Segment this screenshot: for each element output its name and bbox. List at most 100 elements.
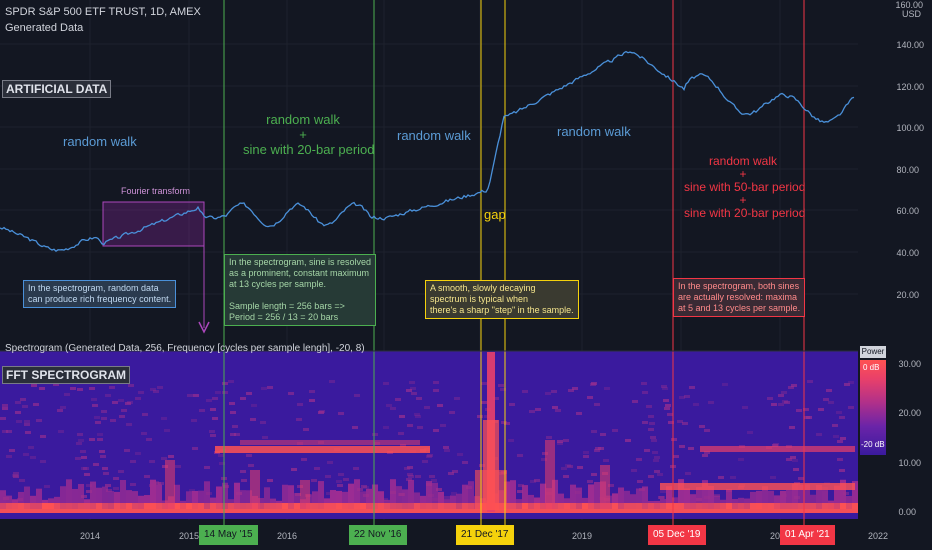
spectrogram-band — [81, 467, 87, 470]
spectrogram-band — [444, 496, 450, 499]
spectrogram-band — [744, 503, 750, 509]
spectrogram-band — [663, 399, 669, 402]
spectrogram-band — [187, 394, 193, 397]
spectrogram-band — [215, 391, 221, 394]
spectrogram-band — [588, 503, 594, 509]
spectrogram-band — [75, 457, 81, 460]
spectrogram-band — [432, 503, 438, 509]
spectrogram-band — [325, 475, 331, 478]
price-axis-top-label: 160.00 — [895, 0, 923, 10]
spectrogram-band — [343, 478, 349, 481]
spectrogram-band — [443, 446, 449, 449]
spectrogram-band — [594, 481, 600, 509]
spectrogram-band — [457, 453, 463, 456]
spectro-tick: 20.00 — [898, 408, 921, 418]
spectrogram-band — [17, 498, 23, 501]
spectrogram-band — [30, 456, 36, 459]
spectrogram-band — [778, 403, 784, 406]
spectrogram-band — [642, 503, 648, 509]
spectrogram-band — [261, 387, 267, 390]
spectrogram-band — [534, 503, 540, 509]
spectrogram-band — [650, 436, 656, 439]
spectrogram-band — [738, 458, 744, 461]
spectrogram-band — [240, 440, 420, 445]
spectrogram-band — [40, 435, 46, 438]
spectrogram-band — [58, 430, 64, 433]
spectrogram-band — [390, 479, 396, 509]
spectrogram-band — [206, 399, 212, 402]
spectrogram-band — [551, 390, 557, 393]
spectrogram-band — [150, 503, 156, 509]
spectrogram-band — [102, 486, 108, 509]
spectrogram-band — [212, 397, 218, 400]
spectrogram-band — [558, 503, 564, 509]
spectrogram-band — [130, 483, 136, 486]
spectrogram-band — [192, 490, 198, 509]
spectrogram-band — [241, 479, 247, 482]
spectrogram-band — [475, 470, 507, 510]
spectrogram-band — [426, 483, 432, 486]
spectrogram-band — [840, 437, 846, 440]
spectrogram-band — [39, 387, 45, 390]
artificial-data-label: ARTIFICIAL DATA — [2, 80, 112, 98]
spectrogram-band — [684, 395, 690, 398]
spectrogram-band — [288, 392, 294, 395]
spectrogram-band — [354, 479, 360, 509]
spectrogram-band — [433, 381, 439, 384]
spectrogram-band — [250, 418, 256, 421]
spectrogram-band — [648, 428, 654, 431]
spectrogram-band — [798, 484, 804, 509]
spectrogram-band — [149, 484, 155, 487]
price-tick: 140.00 — [896, 40, 924, 50]
spectrogram-band — [493, 397, 499, 400]
spectrogram-band — [651, 439, 657, 442]
spectrogram-band — [77, 388, 83, 391]
spectrogram-band — [462, 461, 468, 464]
spectrogram-band — [106, 489, 112, 492]
spectrogram-band — [204, 466, 210, 469]
spectrogram-band — [96, 487, 102, 509]
spectrogram-band — [422, 460, 428, 463]
spectrogram-band — [126, 490, 132, 509]
spectrogram-band — [352, 426, 358, 429]
spectrogram-band — [558, 493, 564, 509]
spectrogram-band — [591, 473, 597, 476]
spectrogram-band — [516, 503, 522, 509]
spectrogram-band — [168, 455, 174, 458]
spectrogram-band — [436, 488, 442, 491]
spectrogram-band — [654, 470, 660, 473]
spectrogram-band — [60, 406, 66, 409]
spectrogram-band — [450, 503, 456, 509]
spectrogram-band — [450, 495, 456, 509]
spectrogram-band — [612, 503, 618, 509]
spectrogram-band — [702, 454, 708, 457]
spectrogram-band — [228, 503, 234, 509]
spectrogram-band — [780, 503, 786, 509]
spectrogram-band — [792, 483, 798, 509]
spectrogram-band — [848, 381, 854, 384]
spectrogram-band — [153, 390, 159, 393]
spectrogram-band — [297, 403, 303, 406]
spectrogram-band — [583, 451, 589, 454]
spectrogram-band — [431, 479, 437, 482]
spectro-tick: 10.00 — [898, 458, 921, 468]
spectrogram-band — [161, 417, 167, 420]
spectrogram-band — [408, 479, 414, 509]
spectrogram-band — [36, 488, 42, 509]
spectrogram-band — [693, 403, 699, 406]
spectrogram-band — [399, 415, 405, 418]
spectrogram-band — [60, 503, 66, 509]
spectrogram-band — [42, 503, 48, 509]
spectrogram-band — [654, 456, 660, 459]
spectrogram-band — [372, 433, 378, 436]
spectrogram-band — [454, 397, 460, 400]
spectrogram-band — [222, 382, 228, 385]
spectrogram-band — [120, 479, 126, 509]
spectrogram-band — [690, 494, 696, 509]
spectrogram-band — [577, 466, 583, 469]
spectrogram-band — [246, 503, 252, 509]
spectrogram-band — [386, 404, 392, 407]
spectrogram-band — [479, 464, 485, 467]
spectrogram-band — [232, 425, 238, 428]
